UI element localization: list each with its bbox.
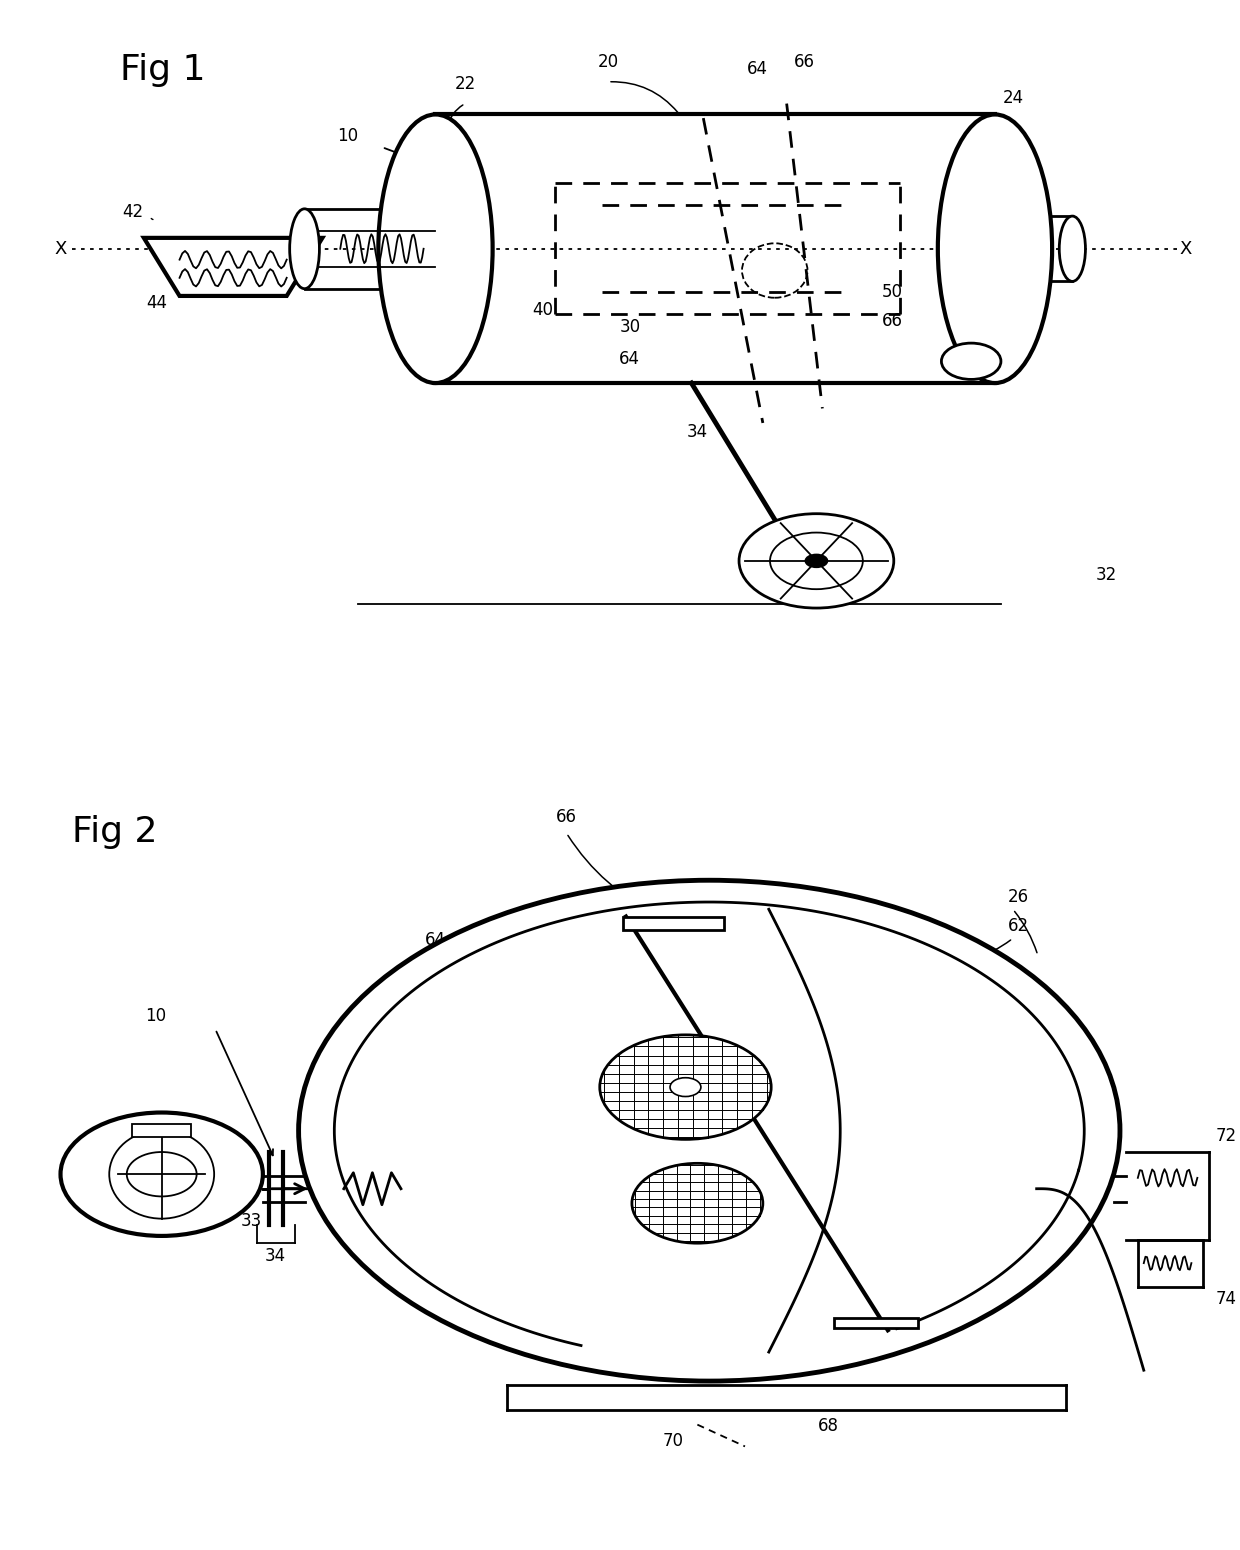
Text: 62: 62: [1008, 916, 1029, 935]
Text: 40: 40: [538, 1254, 559, 1273]
Text: 10: 10: [337, 127, 358, 146]
Text: 66: 66: [882, 313, 903, 330]
Text: Fig 2: Fig 2: [72, 815, 157, 849]
Circle shape: [739, 513, 894, 608]
Circle shape: [632, 1164, 763, 1243]
Bar: [131, 1124, 191, 1138]
Text: 62: 62: [429, 288, 450, 307]
Text: 30: 30: [532, 1229, 553, 1246]
Bar: [835, 1318, 918, 1328]
Polygon shape: [144, 237, 322, 296]
Circle shape: [941, 343, 1001, 380]
Text: 66: 66: [846, 1093, 867, 1111]
Text: 60: 60: [389, 288, 410, 307]
Text: 68: 68: [818, 1417, 838, 1435]
Text: 40: 40: [532, 301, 553, 319]
Circle shape: [61, 1113, 263, 1235]
Text: 34: 34: [264, 1246, 285, 1265]
Text: 30: 30: [620, 318, 641, 336]
Text: 64: 64: [746, 60, 768, 78]
Text: 34: 34: [687, 423, 708, 440]
Text: a: a: [692, 1147, 703, 1164]
Text: 50: 50: [882, 284, 903, 301]
Text: 64: 64: [425, 932, 446, 949]
Text: 42: 42: [123, 203, 144, 222]
Text: 32: 32: [1096, 566, 1117, 584]
Circle shape: [600, 1035, 771, 1139]
Text: 22: 22: [455, 74, 476, 93]
Circle shape: [770, 533, 863, 589]
Text: 66: 66: [794, 53, 815, 71]
Text: b: b: [715, 1246, 727, 1265]
Text: 50: 50: [846, 1034, 867, 1052]
Text: 24: 24: [1002, 90, 1023, 107]
Circle shape: [670, 1077, 701, 1096]
Ellipse shape: [937, 115, 1052, 383]
Text: X: X: [55, 240, 67, 257]
Text: 52: 52: [983, 232, 1004, 251]
Text: 10: 10: [145, 1008, 166, 1026]
Text: 64: 64: [619, 350, 640, 369]
Text: Fig 1: Fig 1: [120, 53, 206, 87]
Ellipse shape: [109, 1130, 215, 1218]
Ellipse shape: [290, 209, 320, 288]
Text: 74: 74: [1215, 1290, 1236, 1308]
Circle shape: [299, 880, 1120, 1381]
Text: 66: 66: [556, 808, 577, 826]
Bar: [622, 918, 724, 930]
Text: 32: 32: [73, 1194, 95, 1212]
Text: 20: 20: [1099, 1127, 1120, 1145]
Text: 44: 44: [146, 294, 167, 312]
Text: 72: 72: [1215, 1127, 1236, 1145]
Text: X: X: [1179, 240, 1192, 257]
Text: 33: 33: [241, 1212, 262, 1231]
Ellipse shape: [1059, 215, 1085, 282]
Text: 26: 26: [1008, 888, 1029, 905]
Text: 70: 70: [663, 1432, 684, 1449]
Ellipse shape: [378, 115, 492, 383]
Text: 20: 20: [598, 53, 619, 71]
Text: 70: 70: [852, 530, 873, 549]
Text: 64: 64: [846, 1063, 867, 1082]
Circle shape: [805, 553, 828, 569]
